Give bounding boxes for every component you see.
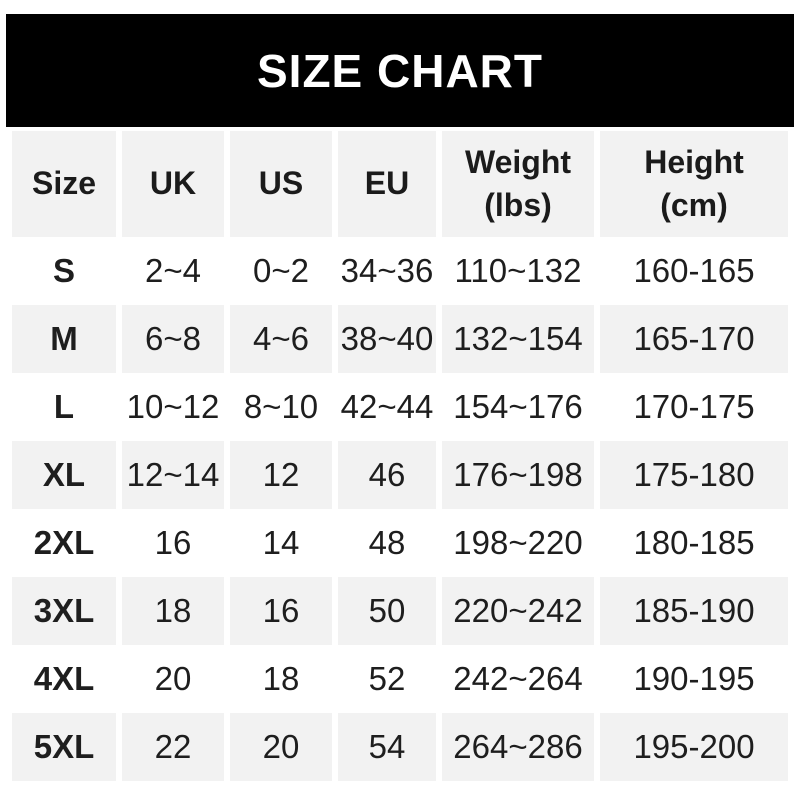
cell-weight: 264~286: [442, 713, 594, 781]
table-row-4xl: 4XL 20 18 52 242~264 190-195: [12, 645, 788, 713]
table-row-s: S 2~4 0~2 34~36 110~132 160-165: [12, 237, 788, 305]
cell-eu: 42~44: [338, 373, 436, 441]
column-header-eu: EU: [338, 131, 436, 237]
cell-eu: 48: [338, 509, 436, 577]
cell-size: 5XL: [12, 713, 116, 781]
cell-size: 4XL: [12, 645, 116, 713]
cell-size: M: [12, 305, 116, 373]
cell-size: XL: [12, 441, 116, 509]
table-row-5xl: 5XL 22 20 54 264~286 195-200: [12, 713, 788, 781]
cell-uk: 16: [122, 509, 224, 577]
size-chart-table: Size UK US EU Weight (lbs) Height (cm) S…: [6, 131, 794, 781]
column-header-weight: Weight (lbs): [442, 131, 594, 237]
cell-weight: 154~176: [442, 373, 594, 441]
cell-eu: 46: [338, 441, 436, 509]
cell-us: 14: [230, 509, 332, 577]
cell-size: L: [12, 373, 116, 441]
cell-us: 20: [230, 713, 332, 781]
cell-height: 180-185: [600, 509, 788, 577]
cell-uk: 22: [122, 713, 224, 781]
table-header: Size UK US EU Weight (lbs) Height (cm): [12, 131, 788, 237]
cell-eu: 52: [338, 645, 436, 713]
table-row-3xl: 3XL 18 16 50 220~242 185-190: [12, 577, 788, 645]
cell-uk: 20: [122, 645, 224, 713]
column-header-us: US: [230, 131, 332, 237]
cell-weight: 198~220: [442, 509, 594, 577]
table-row-m: M 6~8 4~6 38~40 132~154 165-170: [12, 305, 788, 373]
cell-uk: 10~12: [122, 373, 224, 441]
cell-height: 170-175: [600, 373, 788, 441]
cell-weight: 220~242: [442, 577, 594, 645]
cell-size: 3XL: [12, 577, 116, 645]
table-row-l: L 10~12 8~10 42~44 154~176 170-175: [12, 373, 788, 441]
header-row: Size UK US EU Weight (lbs) Height (cm): [12, 131, 788, 237]
cell-weight: 132~154: [442, 305, 594, 373]
cell-us: 0~2: [230, 237, 332, 305]
cell-eu: 54: [338, 713, 436, 781]
cell-us: 8~10: [230, 373, 332, 441]
cell-weight: 176~198: [442, 441, 594, 509]
column-header-height: Height (cm): [600, 131, 788, 237]
cell-uk: 6~8: [122, 305, 224, 373]
cell-height: 165-170: [600, 305, 788, 373]
cell-size: S: [12, 237, 116, 305]
cell-eu: 38~40: [338, 305, 436, 373]
cell-us: 16: [230, 577, 332, 645]
cell-height: 185-190: [600, 577, 788, 645]
cell-weight: 242~264: [442, 645, 594, 713]
table-row-2xl: 2XL 16 14 48 198~220 180-185: [12, 509, 788, 577]
cell-height: 190-195: [600, 645, 788, 713]
cell-uk: 12~14: [122, 441, 224, 509]
cell-weight: 110~132: [442, 237, 594, 305]
title-bar: SIZE CHART: [6, 14, 794, 127]
cell-size: 2XL: [12, 509, 116, 577]
column-header-size: Size: [12, 131, 116, 237]
cell-eu: 34~36: [338, 237, 436, 305]
page-title: SIZE CHART: [257, 44, 543, 97]
column-header-uk: UK: [122, 131, 224, 237]
cell-height: 195-200: [600, 713, 788, 781]
cell-eu: 50: [338, 577, 436, 645]
cell-us: 18: [230, 645, 332, 713]
cell-height: 175-180: [600, 441, 788, 509]
cell-us: 12: [230, 441, 332, 509]
cell-us: 4~6: [230, 305, 332, 373]
table-body: S 2~4 0~2 34~36 110~132 160-165 M 6~8 4~…: [12, 237, 788, 781]
cell-uk: 2~4: [122, 237, 224, 305]
cell-uk: 18: [122, 577, 224, 645]
table-row-xl: XL 12~14 12 46 176~198 175-180: [12, 441, 788, 509]
cell-height: 160-165: [600, 237, 788, 305]
